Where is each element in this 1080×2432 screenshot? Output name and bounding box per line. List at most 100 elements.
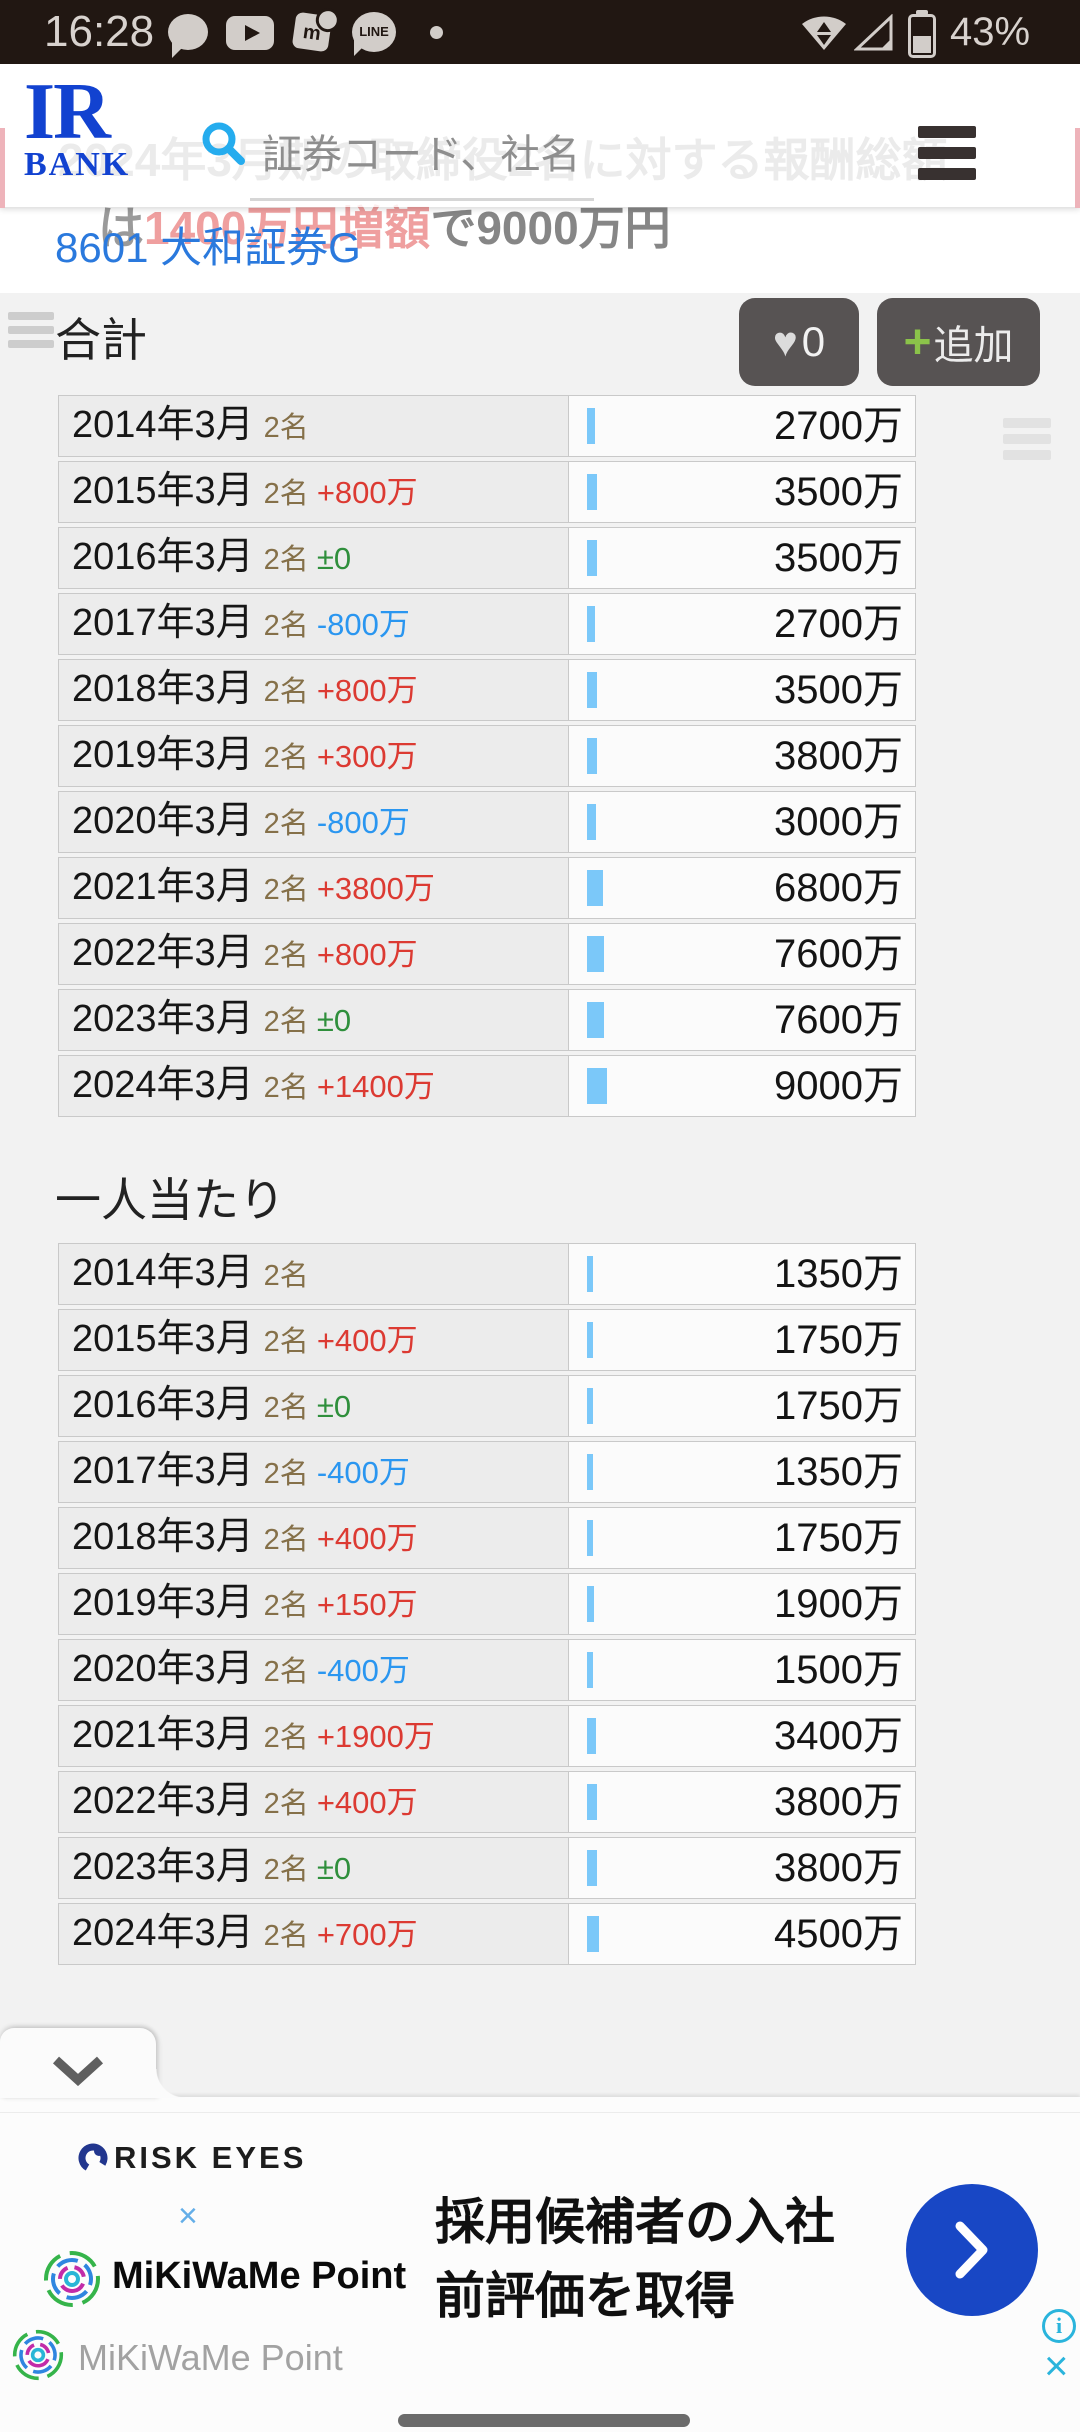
row-value-cell: 1500万 — [569, 1640, 915, 1700]
row-label-cell: 2019年3月 2名 +150万 — [59, 1574, 569, 1634]
table-row: 2018年3月 2名 +800万 3500万 — [58, 659, 916, 721]
row-value: 1900万 — [774, 1582, 903, 1626]
search-input[interactable]: 証券コード、社名 — [262, 133, 581, 177]
row-value: 3800万 — [774, 1780, 903, 1824]
stock-link[interactable]: 8601 大和証券G — [55, 224, 361, 271]
gesture-navigation-pill[interactable] — [398, 2414, 690, 2427]
row-members: 2名 — [263, 1854, 309, 1886]
title-prefix: は — [98, 202, 144, 254]
row-year: 2018年3月 — [72, 668, 254, 710]
row-year: 2020年3月 — [72, 1648, 254, 1690]
add-button[interactable]: + 追加 — [877, 298, 1040, 386]
row-value-cell: 1750万 — [569, 1508, 915, 1568]
table-row: 2014年3月 2名 1350万 — [58, 1243, 916, 1305]
table-drag-handle-icon[interactable] — [1003, 418, 1051, 466]
row-change: +800万 — [316, 673, 418, 708]
chevron-right-icon — [955, 2221, 988, 2279]
ad-headline-line1: 採用候補者の入社 — [435, 2194, 835, 2250]
row-change: -400万 — [316, 1653, 410, 1688]
table-row: 2018年3月 2名 +400万 1750万 — [58, 1507, 916, 1569]
table-row: 2015年3月 2名 +800万 3500万 — [58, 461, 916, 523]
row-year: 2017年3月 — [72, 602, 254, 644]
row-members: 2名 — [263, 1788, 309, 1820]
row-members: 2名 — [263, 1524, 309, 1556]
row-value: 1750万 — [774, 1318, 903, 1362]
menu-button[interactable] — [918, 126, 976, 189]
mikiwame-logo-icon — [43, 2250, 101, 2313]
ad-cta-button[interactable] — [906, 2184, 1038, 2316]
row-year: 2016年3月 — [72, 1384, 254, 1426]
drag-handle-icon[interactable] — [8, 312, 54, 354]
row-members: 2名 — [263, 1006, 309, 1038]
row-value: 2700万 — [774, 602, 903, 646]
row-value: 2700万 — [774, 404, 903, 448]
row-bar — [587, 474, 597, 510]
section-per-person-title: 一人当たり — [55, 1174, 285, 1226]
row-value: 7600万 — [774, 932, 903, 976]
row-label-cell: 2021年3月 2名 +3800万 — [59, 858, 569, 918]
row-bar — [587, 804, 596, 840]
row-year: 2018年3月 — [72, 1516, 254, 1558]
row-change: +400万 — [316, 1323, 418, 1358]
row-label-cell: 2023年3月 2名 ±0 — [59, 990, 569, 1050]
row-members: 2名 — [263, 1458, 309, 1490]
battery-percent: 43% — [950, 10, 1031, 54]
riskeyes-mark-icon — [78, 2143, 108, 2173]
search-icon[interactable] — [200, 120, 246, 171]
row-year: 2015年3月 — [72, 470, 254, 512]
favorite-count: 0 — [801, 318, 826, 365]
chat-notification-icon — [168, 14, 208, 58]
row-label-cell: 2017年3月 2名 -800万 — [59, 594, 569, 654]
row-change: +800万 — [316, 937, 418, 972]
row-members: 2名 — [263, 478, 309, 510]
row-value-cell: 1350万 — [569, 1442, 915, 1502]
add-label: 追加 — [933, 324, 1014, 368]
row-bar — [587, 1850, 597, 1886]
row-members: 2名 — [263, 1656, 309, 1688]
row-year: 2014年3月 — [72, 1252, 254, 1294]
row-change: +700万 — [316, 1917, 418, 1952]
row-label-cell: 2018年3月 2名 +800万 — [59, 660, 569, 720]
ad-close-icon[interactable]: × — [1044, 2342, 1069, 2389]
ad-divider — [0, 2112, 1080, 2113]
section-total-header: 合計 ♥ 0 + 追加 — [0, 296, 1080, 388]
collapse-tab[interactable] — [0, 2028, 156, 2098]
row-label-cell: 2022年3月 2名 +800万 — [59, 924, 569, 984]
table-row: 2017年3月 2名 -400万 1350万 — [58, 1441, 916, 1503]
row-value: 3800万 — [774, 1846, 903, 1890]
row-value-cell: 3500万 — [569, 462, 915, 522]
row-label-cell: 2024年3月 2名 +700万 — [59, 1904, 569, 1964]
row-change: -400万 — [316, 1455, 410, 1490]
row-members: 2名 — [263, 1920, 309, 1952]
row-label-cell: 2018年3月 2名 +400万 — [59, 1508, 569, 1568]
row-label-cell: 2014年3月 2名 — [59, 1244, 569, 1304]
row-year: 2022年3月 — [72, 1780, 254, 1822]
row-change: ±0 — [316, 1003, 352, 1038]
row-value-cell: 2700万 — [569, 396, 915, 456]
row-change: +1400万 — [316, 1069, 435, 1104]
row-bar — [587, 1388, 593, 1424]
row-value: 3500万 — [774, 536, 903, 580]
ad-info-icon[interactable]: i — [1042, 2309, 1076, 2343]
row-value-cell: 1350万 — [569, 1244, 915, 1304]
plus-icon: + — [903, 315, 932, 369]
cell-signal-icon — [853, 13, 894, 57]
row-label-cell: 2020年3月 2名 -400万 — [59, 1640, 569, 1700]
table-row: 2019年3月 2名 +150万 1900万 — [58, 1573, 916, 1635]
irbank-logo[interactable]: IR BANK — [24, 72, 130, 182]
row-value-cell: 2700万 — [569, 594, 915, 654]
row-year: 2019年3月 — [72, 734, 254, 776]
table-row: 2021年3月 2名 +1900万 3400万 — [58, 1705, 916, 1767]
row-change: ±0 — [316, 1851, 352, 1886]
row-value-cell: 1900万 — [569, 1574, 915, 1634]
row-bar — [587, 1002, 604, 1038]
row-value: 1350万 — [774, 1252, 903, 1296]
favorite-button[interactable]: ♥ 0 — [739, 298, 859, 386]
row-bar — [587, 870, 603, 906]
row-label-cell: 2021年3月 2名 +1900万 — [59, 1706, 569, 1766]
mikiwame-name: MiKiWaMe Point — [112, 2255, 407, 2297]
ad-banner[interactable]: RISK EYES × MiKiWaMe Point MiKiWaMe Poin… — [0, 2097, 1080, 2432]
table-row: 2024年3月 2名 +1400万 9000万 — [58, 1055, 916, 1117]
row-value: 1500万 — [774, 1648, 903, 1692]
row-members: 2名 — [263, 742, 309, 774]
